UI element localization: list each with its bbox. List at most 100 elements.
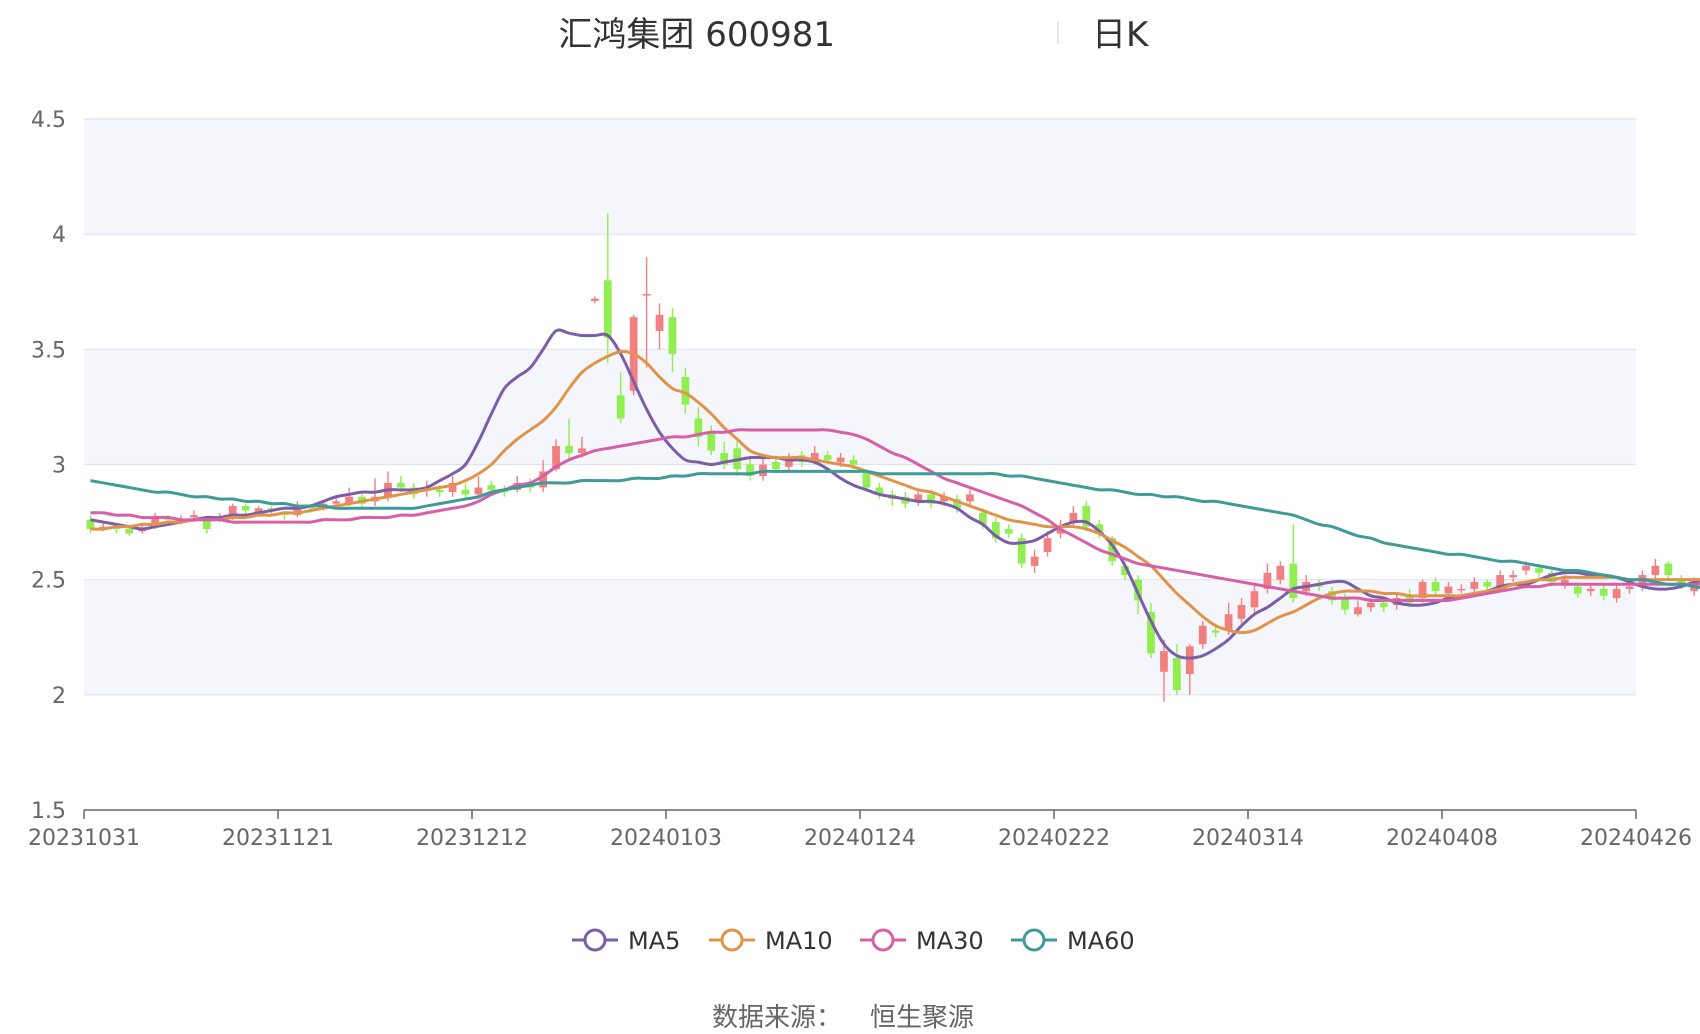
y-tick-label: 3.5 bbox=[31, 338, 66, 363]
candle bbox=[1431, 577, 1440, 596]
candle-body bbox=[875, 487, 884, 495]
grid-band bbox=[84, 694, 1636, 810]
candle bbox=[590, 296, 599, 304]
candle-body bbox=[1082, 505, 1091, 527]
candle-body bbox=[590, 298, 599, 301]
x-tick-label: 20240426 bbox=[1580, 826, 1692, 851]
candle bbox=[1147, 602, 1155, 658]
candle-body bbox=[254, 508, 263, 513]
y-tick-label: 4.5 bbox=[31, 108, 66, 133]
candle-body bbox=[1108, 538, 1117, 562]
legend-item-ma5[interactable]: MA5 bbox=[572, 927, 680, 955]
candle-body bbox=[1185, 646, 1194, 675]
candle bbox=[1263, 563, 1272, 594]
candle-body bbox=[978, 512, 987, 525]
candle-body bbox=[1664, 563, 1673, 576]
candle-body bbox=[1651, 565, 1660, 576]
x-tick-label: 20231212 bbox=[416, 826, 528, 851]
candle-body bbox=[1043, 538, 1052, 553]
candle-body bbox=[681, 376, 690, 405]
legend-marker-icon bbox=[871, 928, 895, 952]
candle-body bbox=[1612, 588, 1621, 599]
candle-body bbox=[228, 505, 237, 516]
axes: 1.5 2 2.5 3 3.5 4 4.5 20231031 20231121 20231212 2… bbox=[28, 108, 1692, 851]
candle bbox=[1004, 524, 1013, 539]
candle-body bbox=[642, 294, 651, 296]
x-tick-label: 20240222 bbox=[998, 826, 1110, 851]
source-label: 数据来源： bbox=[712, 1003, 842, 1033]
candle bbox=[694, 406, 703, 447]
candle-body bbox=[1237, 605, 1246, 619]
candle-body bbox=[603, 280, 612, 338]
candle bbox=[784, 452, 793, 472]
candle-body bbox=[151, 517, 160, 527]
y-tick-label: 1.5 bbox=[31, 799, 66, 824]
legend-item-ma60[interactable]: MA60 bbox=[1011, 927, 1135, 955]
candle-body bbox=[1056, 528, 1065, 534]
candle-body bbox=[836, 457, 845, 463]
candle-body bbox=[1470, 581, 1479, 589]
candle bbox=[1586, 584, 1595, 596]
y-tick-label: 2.5 bbox=[31, 569, 66, 594]
candle bbox=[1354, 600, 1362, 617]
candle-body bbox=[720, 452, 729, 465]
candle-body bbox=[435, 489, 444, 493]
legend-item-ma10[interactable]: MA10 bbox=[709, 927, 833, 955]
y-tick-label: 4 bbox=[52, 223, 66, 248]
candle-body bbox=[1599, 588, 1608, 596]
candle-body bbox=[862, 471, 871, 488]
candle-body bbox=[293, 505, 302, 516]
candle-body bbox=[202, 519, 211, 529]
ma-lines bbox=[90, 328, 1700, 660]
x-tick-label: 20240314 bbox=[1192, 826, 1304, 851]
candle-body bbox=[1172, 657, 1181, 691]
candle bbox=[720, 441, 729, 470]
candle-body bbox=[1211, 630, 1220, 633]
candle bbox=[707, 425, 716, 456]
candle-body bbox=[190, 515, 198, 518]
x-tick-label: 20240124 bbox=[804, 826, 916, 851]
candle bbox=[642, 257, 651, 368]
x-tick-label: 20231031 bbox=[28, 826, 140, 851]
candle bbox=[1651, 558, 1660, 580]
y-tick-label: 3 bbox=[52, 454, 66, 479]
candle bbox=[1185, 644, 1194, 695]
candle bbox=[746, 457, 754, 481]
candle-body bbox=[1548, 572, 1556, 582]
candle-body bbox=[565, 446, 573, 453]
background-bands bbox=[84, 119, 1636, 810]
candle bbox=[655, 303, 664, 350]
legend[interactable]: MA5 MA10 MA30 MA60 bbox=[572, 927, 1135, 955]
candle bbox=[1160, 639, 1168, 702]
candle bbox=[86, 515, 95, 534]
candle bbox=[1328, 586, 1336, 606]
candle bbox=[1198, 621, 1207, 649]
candle-body bbox=[1457, 588, 1466, 591]
candle-body bbox=[1677, 579, 1686, 585]
candle bbox=[1509, 570, 1518, 582]
candle bbox=[125, 526, 134, 536]
candle-body bbox=[1017, 538, 1026, 564]
grid-band bbox=[84, 349, 1636, 465]
x-tick-label: 20240408 bbox=[1386, 826, 1498, 851]
candle bbox=[1483, 579, 1492, 592]
candle-body bbox=[1496, 575, 1505, 587]
x-tick-label: 20231121 bbox=[222, 826, 334, 851]
candle-body bbox=[1444, 586, 1453, 594]
candle-body bbox=[1263, 572, 1272, 589]
legend-item-ma30[interactable]: MA30 bbox=[860, 927, 984, 955]
candle bbox=[668, 307, 677, 373]
legend-label: MA60 bbox=[1067, 927, 1135, 955]
candle-body bbox=[1289, 563, 1298, 599]
grid-band bbox=[84, 579, 1636, 695]
candle-body bbox=[1431, 581, 1440, 592]
legend-marker-icon bbox=[583, 928, 607, 952]
candle-body bbox=[914, 494, 923, 502]
candle-body bbox=[461, 489, 470, 495]
candle-body bbox=[1328, 591, 1336, 601]
candle bbox=[1172, 644, 1181, 695]
candle bbox=[241, 503, 250, 516]
candle-body bbox=[1560, 579, 1569, 585]
candle-body bbox=[966, 494, 974, 502]
